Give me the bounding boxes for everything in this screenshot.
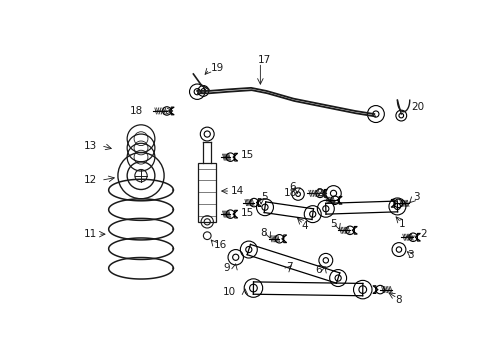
Text: 16: 16 — [214, 240, 227, 250]
Text: 5: 5 — [330, 219, 337, 229]
Text: 8: 8 — [395, 294, 402, 305]
Text: 3: 3 — [413, 192, 419, 202]
Text: 17: 17 — [258, 55, 271, 65]
Text: 15: 15 — [241, 208, 254, 217]
Text: 18: 18 — [130, 106, 143, 116]
Text: 2: 2 — [420, 229, 427, 239]
Text: 5: 5 — [261, 192, 268, 202]
Text: 12: 12 — [84, 175, 98, 185]
Text: 4: 4 — [301, 221, 308, 231]
Text: 11: 11 — [84, 229, 98, 239]
Text: 9: 9 — [224, 263, 230, 273]
Text: 6: 6 — [316, 265, 322, 275]
Text: 3: 3 — [408, 250, 414, 260]
Text: 7: 7 — [286, 261, 293, 271]
Text: 8: 8 — [261, 228, 268, 238]
Text: 13: 13 — [84, 141, 98, 150]
Text: 1: 1 — [399, 219, 406, 229]
Text: 20: 20 — [411, 102, 424, 112]
Text: 19: 19 — [211, 63, 224, 73]
Text: 15: 15 — [241, 150, 254, 160]
Text: 6: 6 — [289, 182, 296, 192]
Text: 10: 10 — [222, 287, 236, 297]
Text: 18: 18 — [284, 188, 297, 198]
Text: 2: 2 — [316, 188, 323, 198]
Text: 14: 14 — [230, 186, 244, 196]
